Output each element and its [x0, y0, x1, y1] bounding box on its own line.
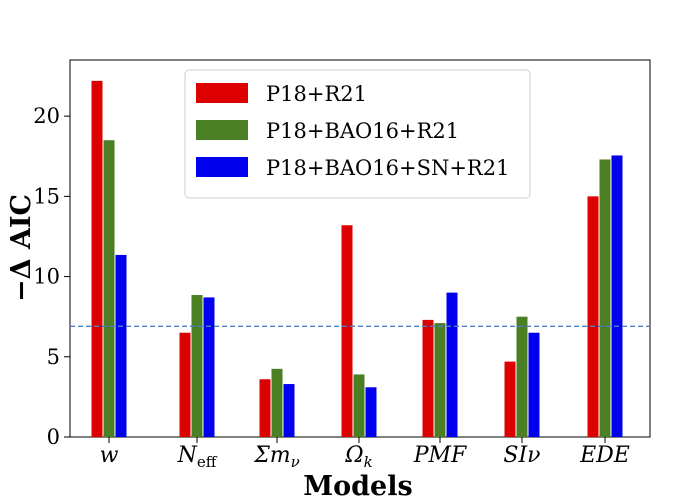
bar-p18-r21-5: [504, 361, 516, 437]
legend-label-p18-r21: P18+R21: [266, 82, 367, 106]
bar-p18-bao16-r21-3: [353, 374, 365, 437]
x-tick-label-6: EDE: [579, 443, 630, 468]
bar-p18-r21-1: [179, 332, 191, 437]
bar-p18-bao16-r21-5: [516, 316, 528, 437]
bar-p18-r21-0: [91, 80, 103, 437]
bar-p18-r21-2: [259, 379, 271, 437]
bar-p18-r21-6: [587, 196, 599, 437]
legend-label-p18-bao16-r21: P18+BAO16+R21: [266, 119, 459, 143]
bars-group: [91, 80, 623, 437]
legend-swatch-p18-bao16-sn-r21: [196, 157, 248, 177]
y-axis-title: −Δ AIC: [6, 194, 37, 302]
bar-p18-bao16-r21-1: [191, 295, 203, 437]
legend-label-p18-bao16-sn-r21: P18+BAO16+SN+R21: [266, 156, 509, 180]
legend: P18+R21 P18+BAO16+R21 P18+BAO16+SN+R21: [184, 69, 531, 199]
x-tick-label-5: SIν: [503, 443, 540, 468]
bar-p18-bao16-sn-r21-0: [115, 254, 127, 437]
y-tick-label: 20: [33, 104, 60, 128]
x-tick-label-3: Ωk: [344, 443, 372, 471]
x-tick-label-4: PMF: [413, 443, 467, 468]
x-axis: w Neff Σmν Ωk PMF SIν EDE: [100, 437, 630, 471]
y-tick-label: 5: [47, 345, 60, 369]
bar-p18-bao16-r21-4: [434, 323, 446, 437]
bar-p18-bao16-r21-0: [103, 140, 115, 437]
bar-p18-bao16-r21-6: [599, 159, 611, 437]
bar-p18-bao16-sn-r21-3: [365, 387, 377, 437]
bar-p18-bao16-r21-2: [271, 368, 283, 437]
bar-p18-r21-3: [341, 225, 353, 437]
bar-p18-r21-4: [422, 319, 434, 437]
bar-p18-bao16-sn-r21-1: [203, 297, 215, 437]
legend-swatch-p18-bao16-r21: [196, 120, 248, 140]
x-tick-label-0: w: [100, 443, 119, 468]
legend-box: [184, 69, 531, 199]
x-axis-title: Models: [303, 471, 412, 500]
x-tick-label-2: Σmν: [253, 443, 300, 471]
bar-p18-bao16-sn-r21-6: [611, 155, 623, 437]
x-tick-label-1: Neff: [177, 443, 218, 471]
y-tick-label: 0: [47, 425, 60, 449]
y-tick-label: 15: [33, 184, 60, 208]
legend-swatch-p18-r21: [196, 83, 248, 103]
y-tick-label: 10: [33, 265, 60, 289]
bar-p18-bao16-sn-r21-5: [528, 332, 540, 437]
bar-p18-bao16-sn-r21-2: [283, 384, 295, 437]
y-axis: 0 5 10 15 20: [33, 104, 70, 449]
bar-p18-bao16-sn-r21-4: [446, 292, 458, 437]
